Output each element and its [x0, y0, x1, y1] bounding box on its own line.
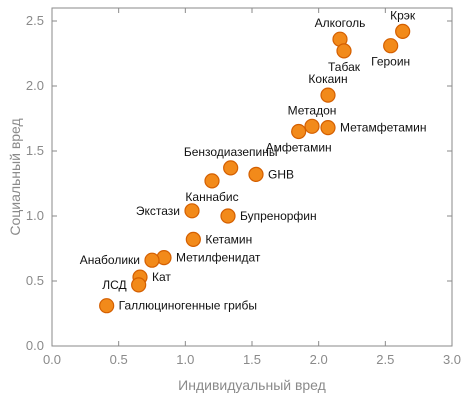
axes-layer: 0.0 0.5 1.0 1.5 2.0 2.5 3.0 0.0 0.5 1.0 1.5 2.0 2.5 [26, 7, 461, 367]
scatter-point [223, 160, 239, 176]
point-label: ЛСД [102, 278, 126, 292]
point-label: Кетамин [205, 232, 252, 246]
scatter-point [320, 87, 336, 103]
point-label: Галлюциногенные грибы [119, 299, 257, 313]
point-label: Бензодиазепины [184, 145, 278, 159]
x-tick-label: 0.5 [110, 352, 128, 367]
point-label: GHB [268, 167, 294, 181]
x-axis-label: Индивидуальный вред [178, 377, 326, 393]
y-tick-label: 0.0 [26, 338, 44, 353]
scatter-point [304, 118, 320, 134]
x-tick-label: 1.0 [176, 352, 194, 367]
labels-layer: Крэк Алкоголь Табак Героин Кокаин МетадонМета… [80, 8, 427, 312]
point-label: Метилфенидат [176, 251, 261, 265]
point-label: Экстази [136, 204, 180, 218]
y-tick-label: 2.0 [26, 78, 44, 93]
x-tick-label: 0.0 [43, 352, 61, 367]
x-tick-label: 2.5 [376, 352, 394, 367]
scatter-point [248, 166, 264, 182]
point-label: Табак [328, 60, 361, 74]
points-layer [99, 23, 411, 314]
scatter-point [131, 277, 147, 293]
point-label: Алкоголь [315, 16, 366, 30]
point-label: Метамфетамин [340, 121, 426, 135]
scatter-point [184, 203, 200, 219]
x-tick-label: 1.5 [243, 352, 261, 367]
x-tick-label: 3.0 [443, 352, 461, 367]
scatter-point [336, 43, 352, 59]
scatter-point [144, 252, 160, 268]
scatter-point [395, 23, 411, 39]
point-label: Амфетамин [266, 141, 332, 155]
scatter-point [291, 123, 307, 140]
scatter-point [185, 231, 201, 247]
point-label: Героин [371, 55, 410, 69]
y-tick-label: 0.5 [26, 273, 44, 288]
scatter-point [383, 38, 399, 54]
y-tick-label: 1.0 [26, 208, 44, 223]
scatter-point [220, 208, 236, 224]
y-axis-label: Социальный вред [7, 118, 23, 235]
y-tick-label: 1.5 [26, 143, 44, 158]
scatter-point [99, 298, 115, 314]
point-label: Бупренорфин [240, 209, 317, 223]
x-tick-label: 2.0 [310, 352, 328, 367]
point-label: Крэк [390, 8, 416, 22]
point-label: Метадон [288, 103, 337, 117]
scatter-point [320, 119, 336, 136]
y-tick-label: 2.5 [26, 13, 44, 28]
point-label: Каннабис [185, 190, 238, 204]
point-label: Кат [152, 270, 171, 284]
scatter-point [204, 173, 220, 189]
point-label: Анаболики [80, 253, 140, 267]
point-label: Кокаин [308, 72, 347, 86]
